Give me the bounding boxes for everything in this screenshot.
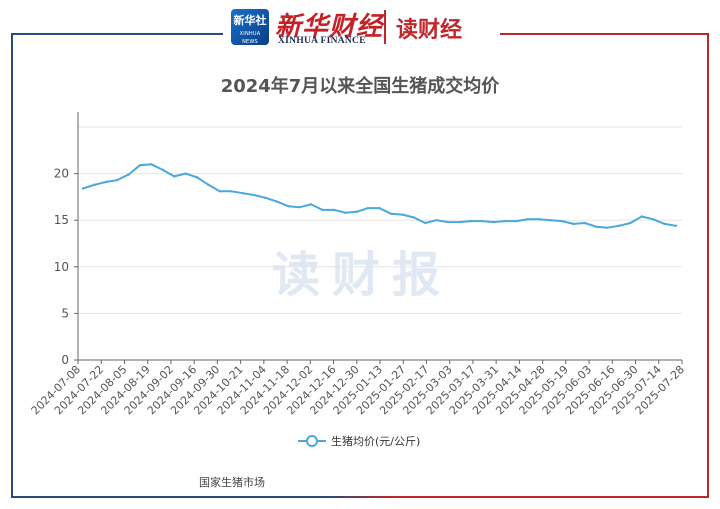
data-point [629, 221, 632, 225]
data-point [150, 163, 153, 166]
data-point [526, 218, 529, 221]
data-point [332, 208, 336, 212]
data-point [651, 218, 655, 221]
data-point [492, 220, 495, 224]
x-axis: 2024-07-082024-07-222024-08-052024-08-19… [29, 359, 687, 417]
data-point [423, 221, 427, 225]
data-point [480, 219, 484, 223]
frame-bottom [11, 496, 709, 498]
y-tick-label: 20 [54, 167, 69, 181]
data-point [560, 219, 564, 223]
data-point [309, 203, 313, 206]
header-divider [384, 10, 386, 44]
data-point [583, 221, 586, 225]
data-point [469, 219, 472, 223]
data-point [617, 224, 621, 227]
source-note: 国家生猪市场 [199, 476, 265, 489]
xinhua-badge-cn: 新华社 [233, 14, 267, 27]
data-point [127, 173, 130, 176]
data-point [663, 222, 666, 226]
data-point [298, 205, 301, 209]
data-point [344, 211, 347, 214]
data-point [458, 220, 461, 224]
data-point [207, 183, 210, 186]
data-point [389, 212, 393, 215]
data-point [81, 187, 85, 190]
data-point [674, 224, 678, 227]
frame-top-right [500, 33, 709, 35]
data-point [606, 226, 609, 229]
data-point [594, 225, 598, 228]
y-tick-label: 10 [54, 260, 69, 274]
data-point [401, 213, 404, 216]
data-point [218, 190, 222, 193]
series-layer [81, 163, 678, 229]
data-point [321, 208, 324, 212]
y-axis: 0 5 10 15 20 [54, 112, 79, 367]
data-point [93, 183, 96, 186]
data-point [230, 190, 233, 193]
data-point [161, 168, 165, 172]
xinhua-news-logo: 新华社 XINHUA NEWS AGENCY [231, 9, 269, 53]
data-point [537, 218, 541, 221]
data-point [549, 219, 552, 222]
frame-right [707, 33, 709, 498]
data-point [366, 206, 370, 210]
data-point [184, 172, 187, 175]
frame-left [11, 33, 13, 498]
data-point [138, 164, 142, 167]
data-point [446, 220, 450, 224]
xinhua-finance-logo-en: XINHUA FINANCE [278, 36, 366, 46]
y-tick-label: 5 [61, 306, 69, 320]
data-point [104, 180, 108, 184]
legend[interactable]: 生猪均价(元/公斤) [298, 434, 420, 448]
xinhua-badge-en: XINHUA NEWS AGENCY [239, 31, 261, 53]
data-point [572, 222, 575, 226]
frame-top-left [11, 33, 223, 35]
data-point [503, 219, 507, 223]
data-point [640, 215, 643, 218]
data-point [275, 200, 279, 203]
du-caijing-logo: 读财经 [396, 18, 463, 43]
watermark: 读财报 [272, 247, 453, 303]
data-point [287, 205, 290, 208]
grid-lines [78, 126, 682, 314]
y-tick-label: 0 [61, 353, 69, 367]
data-point [195, 176, 199, 179]
legend-label: 生猪均价(元/公斤) [331, 434, 420, 448]
legend-marker-icon [306, 435, 318, 447]
data-point [173, 175, 176, 178]
chart-title: 2024年7月以来全国生猪成交均价 [220, 76, 500, 97]
data-point [515, 219, 518, 223]
y-tick-label: 15 [54, 213, 69, 227]
data-point [116, 178, 119, 182]
data-point [435, 219, 438, 222]
data-point [355, 210, 358, 214]
data-point [378, 206, 381, 210]
data-point [412, 216, 415, 219]
xinhua-finance-logo-cn: 新华财经 [275, 12, 384, 42]
data-point [264, 196, 267, 200]
data-point [252, 193, 256, 197]
data-point [241, 191, 244, 195]
